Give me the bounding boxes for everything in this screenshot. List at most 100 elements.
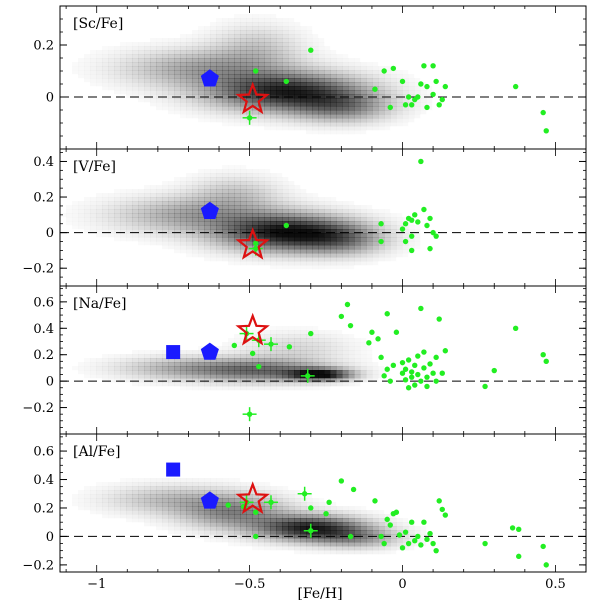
density-cell — [132, 502, 139, 507]
density-cell — [216, 201, 223, 206]
density-cell — [222, 478, 228, 482]
density-cell — [342, 126, 349, 131]
density-cell — [270, 486, 276, 490]
data-point — [424, 83, 430, 90]
density-cell — [216, 22, 222, 26]
density-cell — [168, 78, 175, 83]
density-cell — [132, 482, 139, 487]
density-cell — [384, 86, 391, 91]
density-cell — [84, 78, 90, 82]
density-cell — [264, 126, 270, 130]
density-cell — [216, 378, 223, 383]
density-cell — [120, 366, 127, 371]
density-cell — [156, 58, 163, 63]
density-cell — [300, 42, 307, 47]
density-cell — [192, 225, 199, 230]
density-cell — [144, 482, 151, 487]
data-point — [427, 215, 433, 222]
density-cell — [180, 82, 187, 87]
density-cell — [222, 221, 229, 226]
density-cell — [342, 550, 349, 555]
density-cell — [264, 118, 271, 123]
density-cell — [294, 90, 301, 95]
density-cell — [186, 110, 193, 115]
density-cell — [402, 114, 409, 119]
density-cell — [84, 58, 90, 62]
density-cell — [282, 181, 288, 185]
density-cell — [216, 382, 223, 387]
density-cell — [282, 201, 289, 206]
density-cell — [312, 102, 319, 107]
density-cell — [312, 334, 319, 339]
density-cell — [114, 193, 120, 197]
density-cell — [246, 58, 253, 63]
density-cell — [324, 94, 331, 99]
density-cell — [216, 193, 223, 198]
density-cell — [306, 114, 313, 119]
density-cell — [138, 66, 145, 71]
density-cell — [264, 193, 271, 198]
density-cell — [174, 225, 181, 230]
density-cell — [414, 237, 420, 241]
density-cell — [282, 526, 289, 531]
density-cell — [324, 110, 331, 115]
density-cell — [198, 217, 205, 222]
density-cell — [222, 538, 229, 543]
density-cell — [402, 253, 408, 257]
density-cell — [270, 330, 276, 334]
data-point — [393, 509, 400, 515]
density-cell — [270, 378, 277, 383]
density-cell — [270, 106, 277, 111]
density-cell — [354, 350, 360, 354]
density-cell — [408, 546, 414, 550]
density-cell — [240, 386, 247, 391]
density-cell — [72, 221, 78, 225]
density-cell — [210, 257, 216, 261]
density-cell — [90, 82, 96, 86]
density-cell — [384, 522, 391, 527]
density-cell — [294, 189, 300, 193]
density-cell — [96, 66, 103, 71]
density-cell — [186, 70, 193, 75]
density-cell — [288, 209, 295, 214]
density-cell — [168, 90, 175, 95]
data-point — [427, 530, 433, 537]
density-cell — [402, 538, 409, 543]
density-cell — [276, 18, 282, 22]
density-cell — [210, 26, 216, 30]
density-cell — [300, 225, 307, 230]
density-cell — [264, 38, 271, 43]
density-cell — [378, 538, 385, 543]
density-cell — [222, 58, 229, 63]
density-cell — [282, 546, 289, 551]
density-cell — [348, 122, 355, 127]
density-cell — [258, 374, 265, 379]
density-cell — [378, 366, 384, 370]
density-cell — [318, 209, 325, 214]
density-cell — [306, 38, 313, 43]
density-cell — [270, 74, 277, 79]
data-point — [439, 370, 445, 376]
density-cell — [144, 78, 151, 83]
density-cell — [396, 245, 403, 250]
density-cell — [180, 502, 187, 507]
density-cell — [174, 378, 181, 383]
density-cell — [378, 94, 385, 99]
density-cell — [390, 94, 397, 99]
density-cell — [192, 518, 199, 523]
density-cell — [120, 229, 127, 234]
density-cell — [180, 522, 187, 527]
density-cell — [336, 346, 343, 351]
density-cell — [234, 189, 241, 194]
density-cell — [156, 498, 163, 503]
density-cell — [228, 181, 235, 186]
density-cell — [396, 253, 402, 257]
density-cell — [168, 494, 175, 499]
density-cell — [342, 205, 349, 210]
density-cell — [366, 354, 372, 358]
density-cell — [216, 42, 223, 47]
density-cell — [294, 326, 300, 330]
density-cell — [348, 350, 355, 355]
density-cell — [192, 205, 199, 210]
density-cell — [300, 122, 307, 127]
